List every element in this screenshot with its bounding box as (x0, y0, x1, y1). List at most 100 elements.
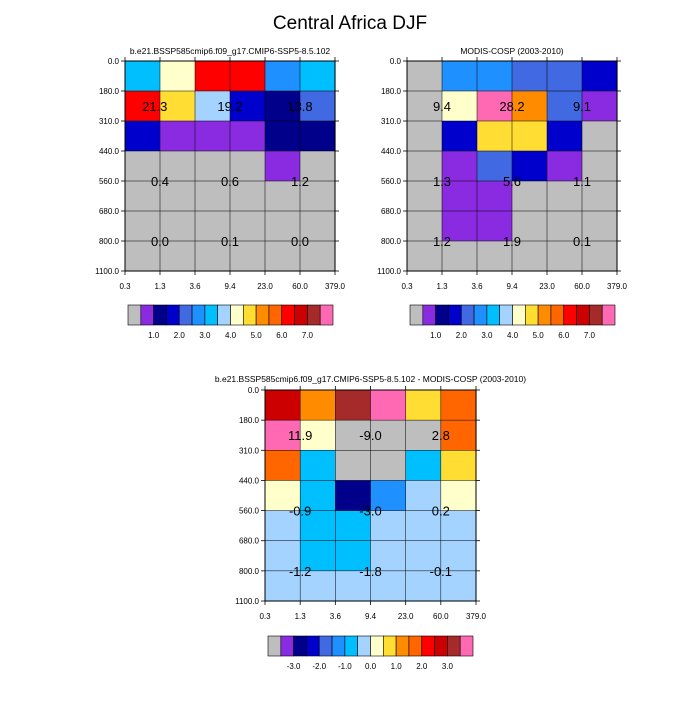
data-label: 1.3 (433, 174, 451, 189)
heatmap-cell (230, 151, 266, 182)
heatmap-cell (547, 91, 583, 122)
heatmap-cell (582, 91, 618, 122)
heatmap-cell (442, 241, 478, 272)
colorbar-box (525, 304, 539, 326)
heatmap-cell (442, 151, 478, 182)
data-label: -0.9 (289, 504, 311, 519)
x-tick-label: 0.3 (259, 612, 271, 621)
colorbar-box (499, 304, 513, 326)
heatmap-cell (335, 420, 372, 451)
heatmap-cell (582, 121, 618, 152)
data-label: 0.2 (432, 504, 450, 519)
heatmap-cell (407, 61, 443, 92)
heatmap-cell (265, 390, 301, 421)
heatmap-cell (265, 181, 301, 212)
colorbar-box (601, 304, 616, 326)
data-label: 28.2 (499, 99, 524, 114)
data-label: 21.3 (142, 99, 167, 114)
colorbar-box (294, 304, 308, 326)
x-tick-label: 23.0 (398, 612, 414, 621)
heatmap-cell (440, 570, 477, 602)
x-tick-label: 379.0 (607, 282, 628, 291)
y-tick-label: 180.0 (381, 87, 402, 96)
heatmap-cell (405, 540, 442, 572)
heatmap-cell (477, 61, 513, 92)
data-label: -1.2 (289, 564, 311, 579)
colorbar-label: 1.0 (148, 331, 160, 340)
x-tick-label: 60.0 (433, 612, 449, 621)
x-tick-label: 0.3 (401, 282, 413, 291)
colorbar-label: 0.0 (365, 662, 377, 671)
x-tick-label: 9.4 (506, 282, 518, 291)
data-label: 0.1 (221, 234, 239, 249)
heatmap-cell (230, 181, 266, 212)
colorbar-box (422, 304, 436, 326)
data-label: 1.2 (433, 234, 451, 249)
y-tick-label: 680.0 (239, 537, 260, 546)
heatmap-cell (442, 61, 478, 92)
colorbar-box (267, 635, 282, 657)
heatmap-cell (582, 211, 618, 242)
heatmap-cell (512, 121, 548, 152)
colorbar-label: 5.0 (533, 331, 545, 340)
x-tick-label: 9.4 (224, 282, 236, 291)
heatmap-cell (265, 61, 301, 92)
y-tick-label: 560.0 (99, 177, 120, 186)
colorbar-box (383, 635, 397, 657)
heatmap-cell (442, 91, 478, 122)
y-tick-label: 440.0 (99, 147, 120, 156)
colorbar-box (447, 635, 461, 657)
heatmap-cell (195, 241, 231, 272)
heatmap-cell (582, 181, 618, 212)
y-tick-label: 440.0 (381, 147, 402, 156)
heatmap-cell (442, 181, 478, 212)
heatmap-cell (405, 570, 442, 602)
heatmap-cell (230, 61, 266, 92)
colorbar-label: 3.0 (481, 331, 493, 340)
data-label: 2.8 (432, 428, 450, 443)
data-label: 9.1 (573, 99, 591, 114)
heatmap-cell (160, 241, 196, 272)
heatmap-cell (512, 181, 548, 212)
x-tick-label: 23.0 (539, 282, 555, 291)
heatmap-cell (300, 91, 336, 122)
colorbar-label: 7.0 (302, 331, 314, 340)
colorbar: 1.0 2.0 3.0 4.0 5.0 6.0 7.0 (127, 304, 334, 340)
colorbar-box (576, 304, 590, 326)
heatmap-cell (125, 151, 161, 182)
colorbar-box (178, 304, 193, 326)
heatmap-cell (125, 91, 161, 122)
colorbar-box (395, 635, 410, 657)
heatmap-cell (125, 211, 161, 242)
heatmap-cell (582, 241, 618, 272)
colorbar-box (204, 304, 218, 326)
heatmap-cell (265, 480, 301, 512)
heatmap-cell (477, 181, 513, 212)
heatmap-cell (300, 390, 336, 421)
heatmap-cell (265, 420, 301, 451)
heatmap-cell (265, 510, 301, 542)
colorbar-box (243, 304, 257, 326)
heatmap-cell (512, 241, 548, 272)
heatmap-cell (160, 211, 196, 242)
heatmap-cell (407, 121, 443, 152)
heatmap-cell (547, 121, 583, 152)
heatmap-cell (300, 570, 336, 602)
heatmap-cell (265, 211, 301, 242)
heatmap-cell (405, 480, 442, 512)
heatmap-cell (407, 241, 443, 272)
y-tick-label: 310.0 (239, 446, 260, 455)
colorbar-box (153, 304, 167, 326)
colorbar-box (435, 304, 449, 326)
heatmap-cell (440, 450, 477, 482)
heatmap-cell (405, 390, 442, 421)
heatmap-cell (230, 241, 266, 272)
colorbar-label: 3.0 (442, 662, 454, 671)
data-label: 19.2 (217, 99, 242, 114)
x-tick-label: 3.6 (189, 282, 201, 291)
heatmap-cell (370, 390, 407, 421)
heatmap-cell (477, 241, 513, 272)
colorbar-box (307, 304, 321, 326)
heatmap-cell (440, 480, 477, 512)
